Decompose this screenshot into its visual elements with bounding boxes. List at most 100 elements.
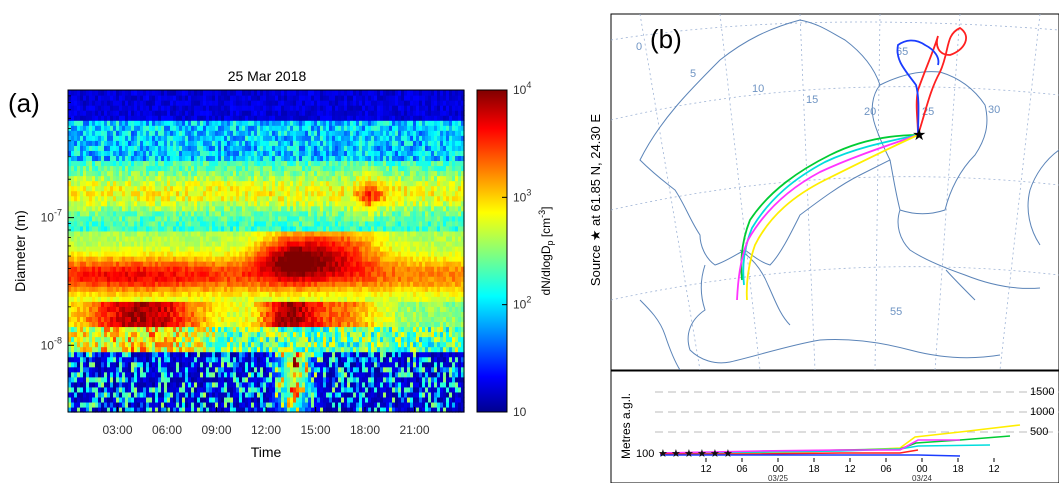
- heatmap-cell: [221, 220, 225, 227]
- heatmap-cell: [185, 396, 189, 403]
- heatmap-cell: [293, 230, 297, 237]
- heatmap-cell: [98, 401, 102, 408]
- heatmap-cell: [134, 115, 138, 121]
- heatmap-cell: [200, 291, 204, 297]
- heatmap-cell: [269, 90, 273, 96]
- heatmap-cell: [77, 185, 81, 192]
- heatmap-cell: [77, 396, 81, 403]
- heatmap-cell: [263, 331, 267, 338]
- heatmap-cell: [155, 331, 159, 338]
- heatmap-cell: [155, 341, 159, 348]
- heatmap-cell: [71, 225, 75, 232]
- heatmap-cell: [203, 125, 207, 131]
- heatmap-cell: [275, 165, 279, 172]
- heatmap-cell: [212, 160, 216, 167]
- heatmap-cell: [233, 220, 237, 227]
- heatmap-cell: [161, 160, 165, 167]
- heatmap-cell: [236, 245, 240, 252]
- heatmap-cell: [128, 356, 132, 363]
- heatmap-cell: [83, 145, 87, 151]
- heatmap-cell: [242, 286, 246, 292]
- heatmap-cell: [269, 125, 273, 131]
- heatmap-cell: [227, 220, 231, 227]
- heatmap-cell: [170, 145, 174, 151]
- heatmap-cell: [128, 341, 132, 348]
- heatmap-cell: [89, 210, 93, 217]
- heatmap-cell: [242, 160, 246, 167]
- heatmap-cell: [290, 130, 294, 136]
- heatmap-cell: [143, 140, 147, 146]
- heatmap-cell: [242, 251, 246, 257]
- heatmap-cell: [179, 271, 183, 277]
- heatmap-cell: [299, 115, 303, 121]
- heatmap-cell: [224, 401, 228, 408]
- heatmap-cell: [101, 361, 105, 368]
- heatmap-cell: [263, 135, 267, 141]
- heatmap-cell: [227, 271, 231, 277]
- heatmap-cell: [233, 155, 237, 162]
- heatmap-cell: [224, 240, 228, 247]
- heatmap-cell: [74, 341, 78, 348]
- heatmap-cell: [275, 125, 279, 131]
- heatmap-cell: [131, 351, 135, 358]
- heatmap-cell: [152, 381, 156, 388]
- heatmap-cell: [275, 271, 279, 277]
- heatmap-cell: [263, 316, 267, 323]
- heatmap-cell: [287, 326, 291, 333]
- heatmap-cell: [98, 245, 102, 252]
- heatmap-cell: [242, 266, 246, 272]
- heatmap-cell: [101, 175, 105, 182]
- heatmap-cell: [233, 225, 237, 232]
- heatmap-cell: [200, 266, 204, 272]
- heatmap-cell: [209, 135, 213, 141]
- heatmap-cell: [242, 175, 246, 182]
- heatmap-cell: [284, 256, 288, 262]
- heatmap-cell: [140, 200, 144, 207]
- heatmap-cell: [224, 331, 228, 338]
- heatmap-cell: [104, 331, 108, 338]
- heatmap-cell: [245, 155, 249, 162]
- heatmap-cell: [191, 366, 195, 373]
- heatmap-cell: [185, 376, 189, 383]
- heatmap-cell: [248, 296, 252, 302]
- heatmap-cell: [248, 266, 252, 272]
- heatmap-cell: [149, 130, 153, 136]
- heatmap-cell: [98, 100, 102, 106]
- heatmap-cell: [284, 185, 288, 192]
- heatmap-cell: [77, 180, 81, 187]
- heatmap-cell: [269, 100, 273, 106]
- heatmap-cell: [119, 235, 123, 242]
- heatmap-cell: [176, 251, 180, 257]
- heatmap-cell: [152, 160, 156, 167]
- heatmap-cell: [248, 376, 252, 383]
- heatmap-cell: [272, 125, 276, 131]
- heatmap-cell: [206, 296, 210, 302]
- heatmap-cell: [155, 190, 159, 197]
- heatmap-cell: [140, 140, 144, 146]
- heatmap-cell: [95, 336, 99, 343]
- heatmap-cell: [83, 170, 87, 177]
- heatmap-cell: [290, 105, 294, 111]
- heatmap-cell: [203, 225, 207, 232]
- heatmap-cell: [260, 401, 264, 408]
- heatmap-cell: [224, 225, 228, 232]
- heatmap-cell: [293, 266, 297, 272]
- heatmap-cell: [299, 306, 303, 312]
- heatmap-cell: [299, 366, 303, 373]
- heatmap-cell: [74, 120, 78, 126]
- heatmap-cell: [182, 100, 186, 106]
- heatmap-cell: [116, 371, 120, 378]
- heatmap-cell: [272, 386, 276, 393]
- heatmap-cell: [257, 215, 261, 222]
- heatmap-cell: [188, 95, 192, 101]
- heatmap-cell: [101, 205, 105, 212]
- heatmap-cell: [293, 336, 297, 343]
- heatmap-cell: [110, 110, 114, 116]
- heatmap-cell: [143, 341, 147, 348]
- heatmap-cell: [227, 150, 231, 157]
- heatmap-cell: [200, 256, 204, 262]
- heatmap-cell: [134, 291, 138, 297]
- heatmap-cell: [101, 311, 105, 318]
- heatmap-cell: [227, 346, 231, 353]
- heatmap-cell: [98, 240, 102, 247]
